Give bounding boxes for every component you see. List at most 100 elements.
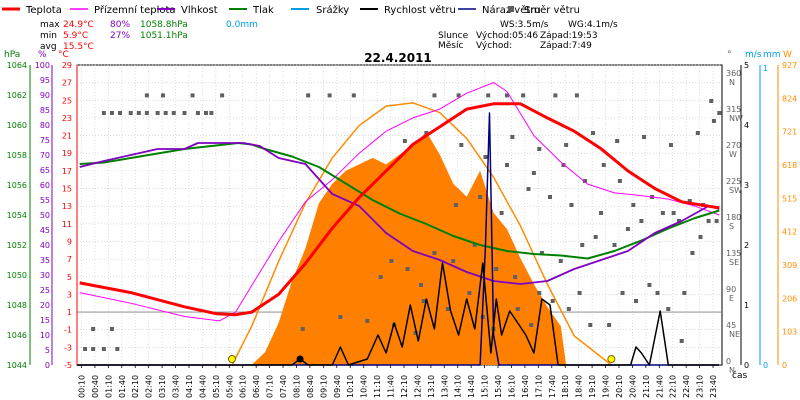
time-tick-label: 18:40 (575, 375, 584, 398)
wind-speed-tick-label: 2 (744, 241, 749, 250)
wind-direction-point (537, 147, 542, 151)
wind-direction-point (709, 99, 714, 103)
pressure-tick-label: 1044 (7, 361, 27, 370)
wind-direction-point (682, 291, 687, 295)
wind-direction-point (419, 283, 423, 287)
wind-direction-tick-label: NE (729, 330, 740, 339)
wind-direction-point (459, 143, 464, 147)
wind-direction-point (706, 219, 711, 223)
unit-time: čas (732, 370, 747, 381)
stat-max-rain: 0.0mm (226, 20, 258, 30)
axis-unit-headers: hPa % °C ° m/s mm W čas (4, 50, 792, 381)
legend-label: Rychlost větru (384, 4, 456, 16)
humidity-tick-label: 45 (40, 226, 50, 235)
wind-direction-point (620, 291, 625, 295)
wind-direction-point (655, 291, 660, 295)
humidity-tick-label: 80 (40, 121, 50, 130)
wind-direction-point (695, 131, 700, 135)
wind-direction-point (109, 327, 114, 331)
wind-direction-point (529, 323, 534, 327)
humidity-tick-label: 100 (35, 61, 50, 70)
pressure-line (79, 142, 720, 260)
wind-direction-point (526, 187, 531, 191)
wind-direction-point (161, 93, 165, 98)
wind-direction-point (445, 307, 450, 311)
legend-item-pressure: Tlak (229, 5, 274, 16)
time-tick-label: 03:10 (158, 375, 167, 398)
solar-tick-label: 103 (782, 328, 797, 337)
legend-label: Tlak (252, 5, 274, 16)
wind-direction-point (690, 251, 695, 255)
time-tick-label: 15:40 (494, 375, 503, 398)
time-tick-label: 23:40 (709, 375, 718, 398)
rain-tick-label: 0 (763, 361, 768, 370)
wind-direction-tick-label: E (729, 294, 734, 303)
wind-direction-point (639, 219, 644, 223)
wind-direction-point (432, 251, 437, 255)
time-tick-label: 19:10 (588, 375, 597, 398)
pressure-tick-label: 1046 (7, 331, 27, 340)
solar-tick-label: 721 (782, 128, 797, 137)
pressure-tick-label: 1050 (7, 271, 27, 280)
humidity-line (79, 142, 720, 285)
time-tick-label: 14:40 (467, 375, 476, 398)
legend-item-humidity: Vlhkost (157, 5, 218, 16)
pressure-tick-label: 1064 (7, 61, 27, 70)
wind-direction-point (687, 199, 692, 203)
time-tick-label: 19:40 (602, 375, 611, 398)
unit-hpa: hPa (4, 50, 20, 60)
time-tick-label: 16:40 (521, 375, 530, 398)
time-tick-label: 21:10 (642, 375, 651, 398)
time-tick-label: 01:40 (118, 375, 127, 398)
wind-direction-point (190, 93, 195, 98)
unit-ms: m/s (745, 50, 762, 60)
wind-direction-point (365, 319, 370, 323)
wind-speed-tick-label: 1 (744, 301, 749, 310)
wind-direction-point (550, 299, 555, 303)
time-tick-label: 17:40 (548, 375, 557, 398)
time-tick-label: 20:10 (615, 375, 624, 398)
temperature-tick-label: -5 (64, 361, 72, 370)
wind-direction-point (537, 291, 542, 295)
time-tick-label: 17:10 (534, 375, 543, 398)
pressure-tick-label: 1060 (7, 121, 27, 130)
humidity-tick-label: 75 (40, 136, 50, 145)
pressure-tick-label: 1056 (7, 181, 27, 190)
time-tick-label: 00:10 (77, 375, 86, 398)
time-tick-label: 07:10 (266, 375, 275, 398)
info-sunrise: Východ:05:46 (476, 31, 538, 41)
humidity-tick-label: 5 (45, 346, 50, 355)
wind-direction-point (467, 291, 472, 295)
wind-direction-point (607, 323, 612, 327)
wind-direction-point (671, 211, 676, 215)
unit-percent: % (38, 50, 47, 60)
time-tick-label: 05:10 (212, 375, 221, 398)
time-tick-label: 08:40 (306, 375, 315, 398)
wind-direction-tick-label: 360 (726, 69, 741, 78)
legend-item-rain: Srážky (291, 4, 349, 16)
wind-direction-point (101, 111, 106, 115)
wind-direction-point (163, 111, 168, 115)
wind-direction-point (515, 307, 520, 311)
wind-direction-tick-label: 315 (726, 105, 741, 114)
wind-direction-point (91, 347, 96, 351)
time-tick-label: 06:10 (239, 375, 248, 398)
wind-speed-tick-label: 4 (744, 121, 749, 130)
unit-mm: mm (763, 50, 781, 60)
legend-label: Směr větru (524, 4, 580, 16)
pressure-tick-label: 1054 (7, 211, 27, 220)
solar-tick-label: 824 (782, 94, 797, 103)
sun-sunset-marker (607, 355, 616, 363)
time-tick-label: 03:40 (172, 375, 181, 398)
time-tick-label: 01:10 (104, 375, 113, 398)
wind-direction-point (300, 327, 305, 331)
wind-direction-tick-label: W (729, 150, 737, 159)
stat-min-humidity: 27% (110, 31, 130, 41)
wind-direction-point (711, 119, 716, 123)
humidity-tick-label: 30 (40, 271, 50, 280)
wind-direction-point (144, 93, 149, 98)
stat-min-temp: 5.9°C (63, 31, 88, 41)
wind-direction-point (564, 143, 569, 147)
wind-direction-point (634, 299, 638, 303)
